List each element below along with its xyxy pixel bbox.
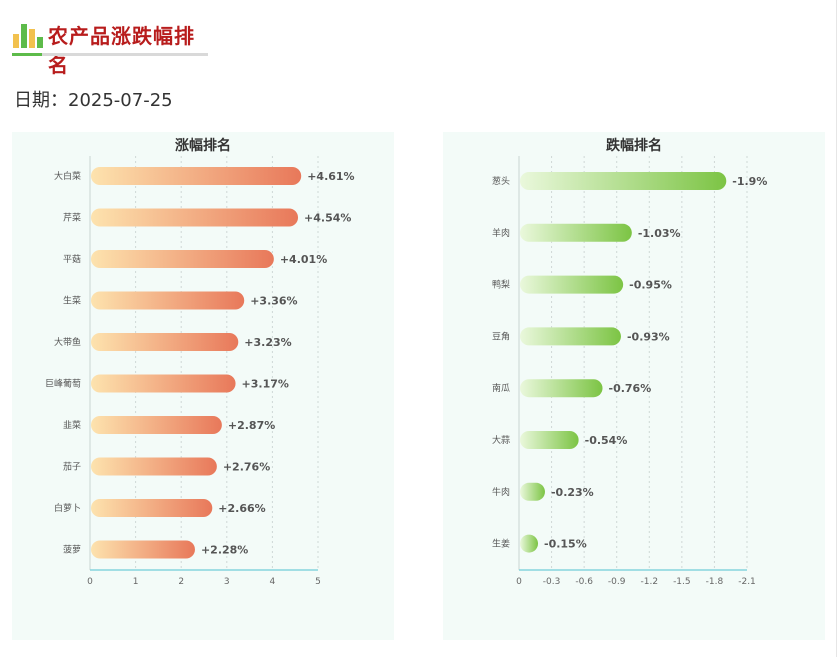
data-label: -1.03% [638, 227, 681, 240]
category-label: 豆角 [492, 330, 510, 342]
category-label: 平菇 [63, 253, 81, 265]
category-label: 白萝卜 [54, 502, 81, 514]
x-tick-label: -0.9 [608, 577, 626, 587]
category-label: 茄子 [63, 461, 81, 473]
x-tick-label: -2.1 [738, 577, 756, 587]
x-tick-label: 0 [87, 577, 93, 587]
category-label: 生菜 [63, 295, 81, 307]
bar [91, 333, 239, 351]
rise-ranking-panel: 涨幅排名 0 1 2 3 4 5 大白菜 +4.61% 芹菜 +4.54% 平菇 +4.01% 生菜 +3.… [12, 132, 394, 640]
data-label: -0.76% [609, 382, 652, 395]
data-label: +4.61% [307, 170, 354, 183]
chart-title: 跌幅排名 [606, 137, 662, 154]
category-label: 菠萝 [63, 544, 81, 556]
bar [520, 172, 727, 190]
x-tick-label: 1 [133, 577, 139, 587]
category-label: 鸭梨 [492, 279, 510, 291]
date-display: 日期：2025-07-25 [14, 86, 173, 112]
page-title: 农产品涨跌幅排名 [48, 24, 195, 77]
bar [520, 534, 538, 553]
data-label: -0.15% [544, 538, 587, 551]
category-label: 葱头 [492, 175, 510, 187]
bar [91, 374, 236, 393]
bar [91, 250, 274, 268]
data-label: +3.17% [242, 378, 289, 391]
category-label: 生姜 [492, 538, 510, 550]
title-underline [12, 53, 208, 56]
x-tick-label: 4 [270, 577, 276, 587]
data-label: +3.36% [250, 295, 297, 308]
data-label: -0.54% [585, 434, 628, 447]
bar [520, 431, 579, 449]
bar [91, 499, 213, 517]
bar [91, 208, 299, 227]
bar [520, 223, 632, 242]
category-label: 巨峰葡萄 [45, 378, 81, 390]
x-tick-label: -1.8 [706, 577, 724, 587]
page-right-border [836, 0, 837, 657]
chart-title: 涨幅排名 [175, 137, 231, 154]
bar [520, 275, 624, 294]
data-label: -1.9% [732, 175, 767, 188]
category-label: 芹菜 [63, 212, 81, 224]
data-label: -0.23% [551, 486, 594, 499]
category-label: 韭菜 [63, 419, 81, 431]
date-value: 2025-07-25 [68, 90, 173, 111]
rise-ranking-chart: 涨幅排名 0 1 2 3 4 5 大白菜 +4.61% 芹菜 +4.54% 平菇 +4.01% 生菜 +3.… [45, 137, 355, 587]
data-label: -0.93% [627, 330, 670, 343]
x-tick-label: 5 [315, 577, 321, 587]
data-label: +3.23% [244, 336, 291, 349]
bar [91, 416, 222, 434]
category-label: 大带鱼 [54, 336, 81, 348]
x-tick-label: -1.5 [673, 577, 691, 587]
data-label: +2.87% [228, 419, 275, 432]
bar [91, 167, 302, 185]
category-label: 大蒜 [492, 434, 510, 446]
fall-ranking-panel: 跌幅排名 0 -0.3 -0.6 -0.9 -1.2 -1.5 -1.8 -2.1 葱头 -1.9%… [443, 132, 825, 640]
fall-ranking-chart: 跌幅排名 0 -0.3 -0.6 -0.9 -1.2 -1.5 -1.8 -2.1 葱头 -1.9%… [492, 137, 767, 587]
data-label: +2.28% [201, 544, 248, 557]
category-label: 南瓜 [492, 382, 510, 394]
data-label: +4.01% [280, 253, 327, 266]
bar [520, 327, 621, 346]
category-label: 牛肉 [492, 486, 510, 498]
data-label: -0.95% [629, 279, 672, 292]
bar [520, 482, 545, 501]
x-tick-label: -0.6 [575, 577, 593, 587]
category-label: 大白菜 [54, 170, 81, 182]
bar [91, 457, 217, 476]
data-label: +2.76% [223, 461, 270, 474]
bar-chart-icon [13, 24, 43, 48]
x-tick-label: -0.3 [543, 577, 561, 587]
date-label: 日期： [14, 90, 68, 111]
x-tick-label: 2 [178, 577, 184, 587]
category-label: 羊肉 [492, 227, 510, 239]
data-label: +2.66% [218, 502, 265, 515]
page-header: 农产品涨跌幅排名 [12, 14, 208, 77]
x-tick-label: -1.2 [641, 577, 659, 587]
x-tick-label: 3 [224, 577, 230, 587]
bar [91, 291, 245, 310]
bar [91, 540, 195, 559]
bar [520, 379, 603, 398]
x-tick-label: 0 [516, 577, 522, 587]
data-label: +4.54% [304, 212, 351, 225]
